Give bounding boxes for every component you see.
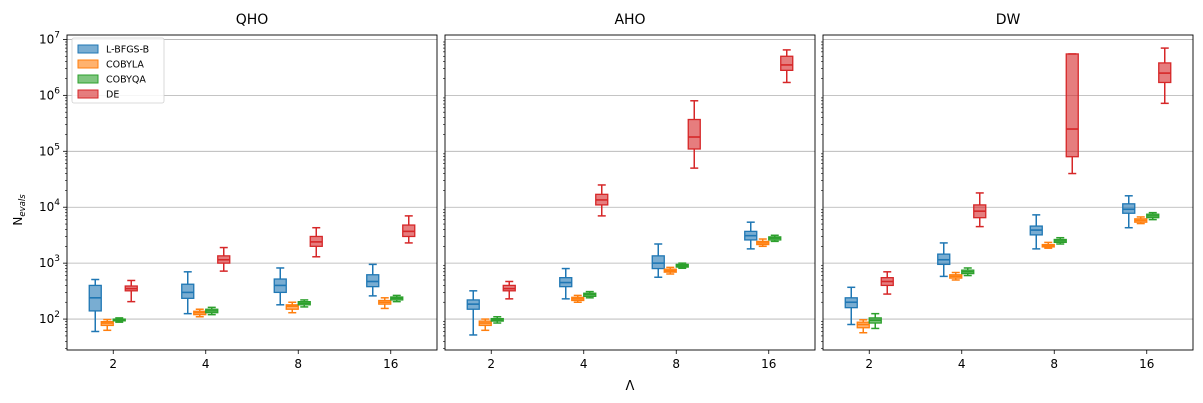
box-cobyla-8 xyxy=(663,266,677,275)
box-cobyqa-4 xyxy=(583,290,597,299)
x-tick-label: 16 xyxy=(761,357,776,371)
box-cobyqa-4 xyxy=(961,267,975,277)
box-l-bfgs-b-16 xyxy=(1122,195,1136,229)
legend-label: L-BFGS-B xyxy=(106,45,149,56)
box-cobyqa-8 xyxy=(675,262,689,270)
box-l-bfgs-b-2 xyxy=(844,286,858,326)
box-cobyqa-2 xyxy=(868,312,882,330)
iqr-box xyxy=(285,304,299,310)
box-cobyla-4 xyxy=(571,294,585,303)
box-l-bfgs-b-8 xyxy=(1029,214,1043,250)
box-l-bfgs-b-4 xyxy=(559,267,573,300)
panel-frame xyxy=(822,34,1194,351)
legend-label: COBYQA xyxy=(106,75,146,86)
x-tick-label: 2 xyxy=(109,357,117,371)
box-l-bfgs-b-8 xyxy=(651,243,665,278)
box-cobyqa-8 xyxy=(297,299,311,308)
box-cobyla-4 xyxy=(193,308,207,318)
box-de-2 xyxy=(502,280,516,300)
box-cobyqa-2 xyxy=(490,316,504,324)
x-tick-label: 4 xyxy=(580,357,588,371)
box-cobyla-4 xyxy=(949,271,963,281)
legend-label: COBYLA xyxy=(106,60,144,71)
box-cobyla-2 xyxy=(856,319,870,334)
box-de-16 xyxy=(402,215,416,244)
box-de-8 xyxy=(309,226,323,258)
legend-swatch xyxy=(77,59,99,69)
legend-frame xyxy=(71,37,165,104)
box-cobyqa-16 xyxy=(768,234,782,243)
box-l-bfgs-b-2 xyxy=(88,278,102,333)
box-l-bfgs-b-4 xyxy=(181,271,195,315)
y-axis-label: Nevals xyxy=(11,194,28,226)
box-cobyqa-4 xyxy=(205,306,219,316)
panel-title: QHO xyxy=(236,12,269,28)
box-de-2 xyxy=(124,279,138,303)
iqr-box xyxy=(780,55,794,71)
y-tick-label: 104 xyxy=(39,198,60,214)
x-axis-label: Λ xyxy=(626,379,635,394)
box-de-4 xyxy=(217,246,231,272)
y-axis-label-sub: evals xyxy=(18,194,28,217)
box-cobyqa-16 xyxy=(390,294,404,303)
legend-label: DE xyxy=(106,90,119,101)
panel-title: DW xyxy=(996,12,1021,28)
box-de-4 xyxy=(973,192,987,228)
panel-frame xyxy=(444,34,816,351)
panel-title: AHO xyxy=(614,12,645,28)
box-cobyqa-8 xyxy=(1053,236,1067,245)
x-tick-label: 2 xyxy=(865,357,873,371)
box-de-16 xyxy=(780,49,794,84)
panel-aho: AHO 2 4 8 16 xyxy=(443,12,816,371)
box-l-bfgs-b-4 xyxy=(937,242,951,278)
box-de-2 xyxy=(880,271,894,295)
iqr-box xyxy=(651,255,665,270)
x-tick-label: 16 xyxy=(1139,357,1154,371)
y-tick-label: 107 xyxy=(39,30,60,46)
x-tick-label: 8 xyxy=(1050,357,1058,371)
box-cobyla-2 xyxy=(100,318,114,332)
box-l-bfgs-b-2 xyxy=(466,290,480,336)
panel-dw: DW 2 4 8 16 xyxy=(821,12,1194,371)
legend-swatch xyxy=(77,44,99,54)
box-de-4 xyxy=(595,184,609,217)
box-cobyqa-16 xyxy=(1146,211,1160,221)
x-tick-label: 2 xyxy=(487,357,495,371)
y-axis-label-main: N xyxy=(11,217,25,226)
box-de-8 xyxy=(687,100,701,169)
y-tick-label: 106 xyxy=(39,86,60,102)
legend-swatch xyxy=(77,89,99,99)
legend-swatch xyxy=(77,74,99,84)
panel-frame xyxy=(66,34,438,351)
box-l-bfgs-b-8 xyxy=(273,267,287,306)
box-cobyla-16 xyxy=(756,238,770,248)
x-tick-label: 8 xyxy=(294,357,302,371)
box-cobyla-8 xyxy=(1041,241,1055,249)
iqr-box xyxy=(181,283,195,299)
iqr-box xyxy=(1065,53,1079,158)
y-tick-label: 102 xyxy=(39,310,60,326)
y-tick-label: 103 xyxy=(39,254,60,270)
box-cobyla-16 xyxy=(1134,216,1148,225)
x-tick-label: 16 xyxy=(383,357,398,371)
y-tick-label: 105 xyxy=(39,142,60,158)
iqr-box xyxy=(687,118,701,150)
box-cobyla-2 xyxy=(478,318,492,332)
x-tick-label: 4 xyxy=(202,357,210,371)
box-cobyla-16 xyxy=(378,297,392,310)
box-de-8 xyxy=(1065,53,1079,175)
x-tick-label: 4 xyxy=(958,357,966,371)
box-l-bfgs-b-16 xyxy=(366,263,380,297)
box-de-16 xyxy=(1158,47,1172,105)
box-l-bfgs-b-16 xyxy=(744,221,758,250)
box-cobyla-8 xyxy=(285,301,299,314)
x-tick-label: 8 xyxy=(672,357,680,371)
box-cobyqa-2 xyxy=(112,317,126,323)
